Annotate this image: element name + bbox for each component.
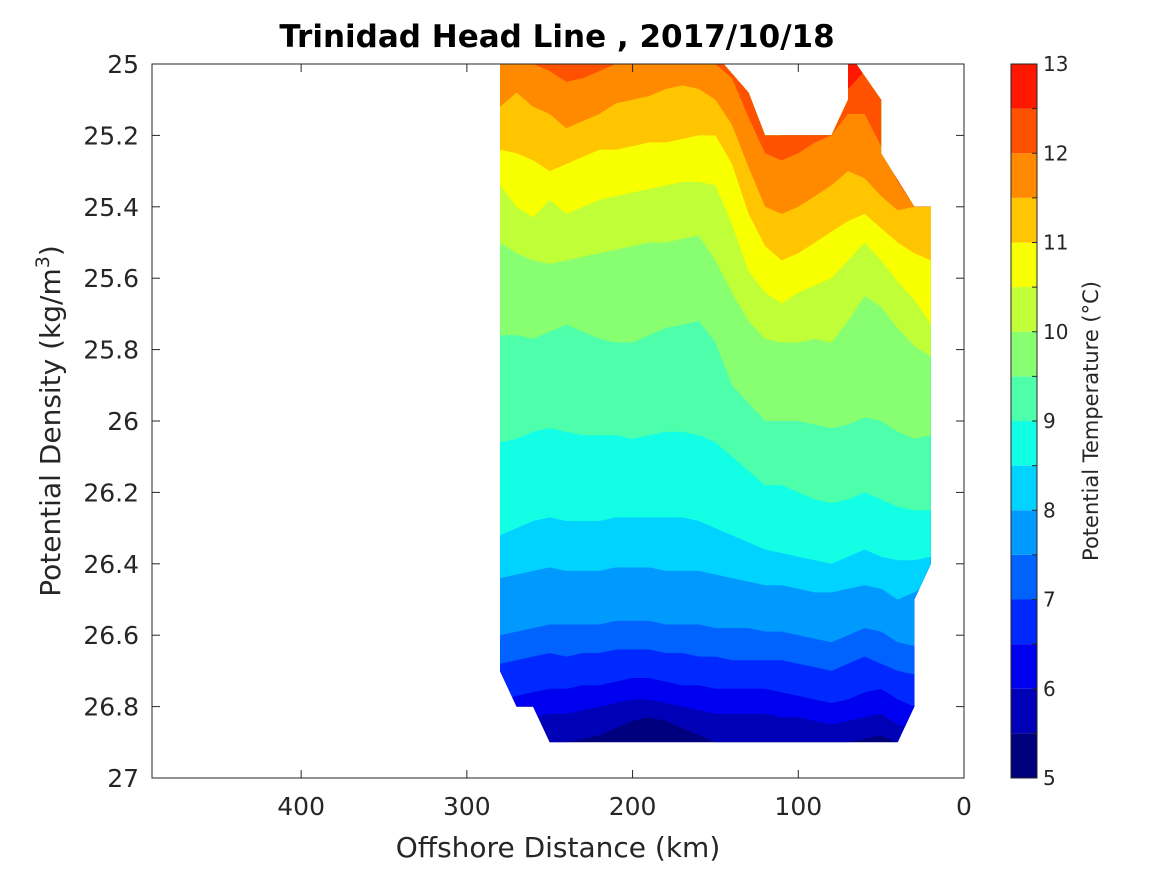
colorbar-tick-label: 6 bbox=[1043, 677, 1056, 701]
y-tick-label: 25 bbox=[107, 50, 139, 79]
colorbar bbox=[1010, 63, 1038, 779]
x-axis-label: Offshore Distance (km) bbox=[396, 831, 721, 864]
y-tick-label: 27 bbox=[107, 764, 139, 793]
colorbar-segment bbox=[1011, 64, 1037, 109]
colorbar-segment bbox=[1011, 108, 1037, 154]
y-tick-label: 25.6 bbox=[83, 264, 139, 293]
y-tick-label: 26 bbox=[107, 407, 139, 436]
y-tick-label: 26.4 bbox=[83, 550, 139, 579]
colorbar-segment bbox=[1011, 554, 1037, 600]
y-tick-label: 25.4 bbox=[83, 193, 139, 222]
x-axis-ticks: 400 300 200 100 0 bbox=[277, 64, 972, 821]
colorbar-segment bbox=[1011, 197, 1037, 243]
chart-title: Trinidad Head Line , 2017/10/18 bbox=[279, 19, 834, 55]
colorbar-tick-label: 11 bbox=[1043, 231, 1068, 255]
y-axis-ticks: 25 25.2 25.4 25.6 25.8 26 26.2 26.4 26.6 26.8 27 bbox=[83, 50, 964, 793]
colorbar-tick-label: 13 bbox=[1043, 52, 1068, 76]
y-tick-label: 25.2 bbox=[83, 121, 139, 150]
y-tick-label: 26.8 bbox=[83, 693, 139, 722]
colorbar-label: Potential Temperature (°C) bbox=[1079, 281, 1103, 561]
y-axis-label-superscript: 3 bbox=[32, 256, 54, 268]
y-axis-label-suffix: ) bbox=[34, 245, 67, 256]
contour-fill-layer bbox=[500, 64, 931, 743]
colorbar-segment bbox=[1011, 465, 1037, 511]
colorbar-segment bbox=[1011, 421, 1037, 466]
colorbar-segment bbox=[1011, 331, 1037, 377]
colorbar-segment bbox=[1011, 376, 1037, 421]
colorbar-ticks: 5 6 7 8 9 10 11 12 13 bbox=[1032, 52, 1068, 790]
colorbar-tick-label: 12 bbox=[1043, 141, 1068, 165]
x-tick-label: 0 bbox=[956, 792, 972, 821]
y-axis-label: Potential Density (kg/m3) bbox=[32, 245, 67, 597]
y-tick-label: 26.2 bbox=[83, 478, 139, 507]
y-tick-label: 26.6 bbox=[83, 621, 139, 650]
colorbar-segment bbox=[1011, 287, 1037, 332]
x-tick-label: 100 bbox=[774, 792, 822, 821]
colorbar-segment bbox=[1011, 599, 1037, 645]
colorbar-tick-label: 9 bbox=[1043, 409, 1056, 433]
colorbar-segment bbox=[1011, 733, 1037, 778]
colorbar-segment bbox=[1011, 510, 1037, 555]
colorbar-tick-label: 7 bbox=[1043, 588, 1056, 612]
colorbar-segment bbox=[1011, 688, 1037, 734]
colorbar-tick-label: 10 bbox=[1043, 320, 1068, 344]
y-tick-label: 25.8 bbox=[83, 336, 139, 365]
colorbar-tick-label: 8 bbox=[1043, 498, 1056, 522]
x-tick-label: 400 bbox=[277, 792, 325, 821]
colorbar-segment bbox=[1011, 644, 1037, 689]
colorbar-segment bbox=[1011, 153, 1037, 198]
colorbar-tick-label: 5 bbox=[1043, 766, 1056, 790]
x-tick-label: 300 bbox=[443, 792, 491, 821]
x-tick-label: 200 bbox=[609, 792, 657, 821]
y-axis-label-prefix: Potential Density (kg/m bbox=[34, 268, 67, 597]
colorbar-segment bbox=[1011, 242, 1037, 288]
